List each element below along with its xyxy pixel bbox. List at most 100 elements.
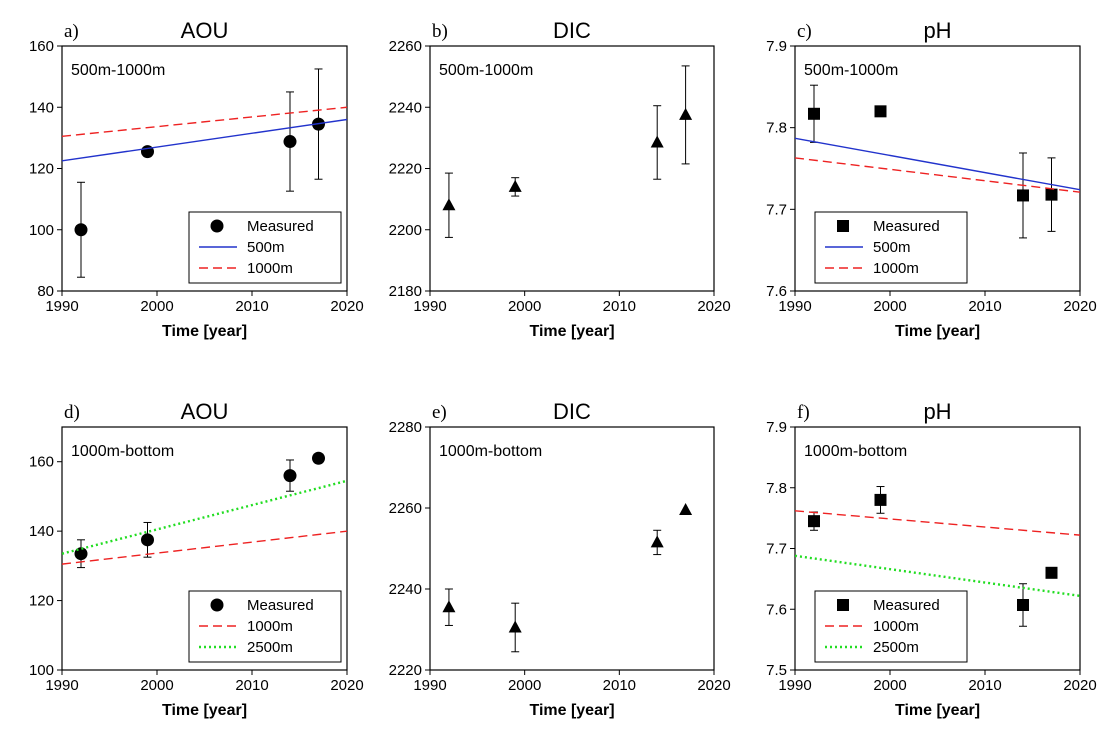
- panel-label: f): [797, 402, 810, 423]
- data-point: [283, 135, 297, 149]
- x-axis-label: Time [year]: [895, 702, 980, 719]
- data-point: [1045, 566, 1058, 579]
- legend-label: 500m: [873, 239, 911, 256]
- x-tick-label: 1990: [45, 677, 78, 694]
- panel-f: 1990 2000 2010 2020 7.5 7.6 7.7 7.8 7.9 f) pH 1000m…: [766, 399, 1097, 719]
- x-tick-label: 2020: [330, 298, 363, 315]
- y-tick-label: 120: [29, 593, 54, 610]
- y-tick-label: 7.5: [766, 662, 787, 679]
- x-tick-label: 2020: [1063, 298, 1096, 315]
- depth-annotation: 1000m-bottom: [439, 443, 542, 460]
- data-point: [442, 198, 456, 211]
- panel-b: 1990 2000 2010 2020 2180 2200 2220 2240 2260 b) DI…: [389, 18, 731, 340]
- x-axis-label: Time [year]: [529, 323, 614, 340]
- x-tick-label: 2010: [235, 298, 268, 315]
- panel-label: e): [432, 402, 447, 423]
- x-tick-label: 2000: [508, 298, 541, 315]
- panel-c: 1990 2000 2010 2020 7.6 7.7 7.8 7.9 c) pH 500m-100…: [766, 18, 1097, 340]
- y-tick-label: 160: [29, 454, 54, 471]
- x-axis-label: Time [year]: [162, 323, 247, 340]
- y-tick-label: 2260: [389, 38, 422, 55]
- trend-line-2500m: [795, 554, 1080, 598]
- x-tick-label: 1990: [778, 677, 811, 694]
- panel-a: 1990 2000 2010 2020 80 100 120 140 160 a) AOU 500m-…: [29, 18, 364, 340]
- y-tick-label: 7.9: [766, 38, 787, 55]
- data-point: [283, 469, 297, 483]
- legend-label: Measured: [873, 597, 940, 614]
- legend-label: Measured: [247, 597, 314, 614]
- legend: Measured 500m 1000m: [188, 211, 342, 284]
- data-point: [808, 515, 820, 528]
- y-tick-label: 2260: [389, 500, 422, 517]
- x-tick-label: 2020: [1063, 677, 1096, 694]
- y-tick-label: 2220: [389, 161, 422, 178]
- legend-label: 1000m: [247, 618, 293, 635]
- data-point: [1045, 188, 1058, 201]
- x-tick-label: 2000: [140, 677, 173, 694]
- x-tick-label: 1990: [413, 298, 446, 315]
- legend-marker-square: [837, 220, 849, 232]
- legend-label: 1000m: [873, 260, 919, 277]
- depth-annotation: 1000m-bottom: [804, 443, 907, 460]
- y-tick-label: 7.7: [766, 201, 787, 218]
- depth-annotation: 500m-1000m: [439, 62, 533, 79]
- data-point: [508, 620, 522, 633]
- data-point: [679, 107, 693, 120]
- legend-label: Measured: [873, 218, 940, 235]
- y-tick-label: 140: [29, 99, 54, 116]
- trend-line-1000m: [795, 510, 1080, 536]
- x-tick-label: 1990: [45, 298, 78, 315]
- legend-label: 1000m: [247, 260, 293, 277]
- legend-label: 500m: [247, 239, 285, 256]
- panel-title: pH: [923, 399, 951, 424]
- y-tick-label: 2280: [389, 419, 422, 436]
- y-tick-label: 7.7: [766, 541, 787, 558]
- x-tick-label: 2020: [697, 298, 730, 315]
- y-tick-label: 2240: [389, 99, 422, 116]
- y-tick-label: 120: [29, 161, 54, 178]
- panel-title: AOU: [181, 18, 229, 43]
- data-point: [650, 135, 664, 148]
- legend: Measured 1000m 2500m: [814, 590, 968, 663]
- trend-line-500m: [62, 118, 347, 162]
- y-tick-label: 160: [29, 38, 54, 55]
- x-axis-label: Time [year]: [529, 702, 614, 719]
- legend-label: 1000m: [873, 618, 919, 635]
- depth-annotation: 1000m-bottom: [71, 443, 174, 460]
- data-point: [141, 533, 154, 547]
- legend-label: 2500m: [873, 639, 919, 656]
- plot-frame: [794, 45, 1081, 292]
- x-tick-label: 2020: [330, 677, 363, 694]
- data-point: [874, 105, 887, 118]
- y-tick-label: 100: [29, 662, 54, 679]
- panel-label: a): [64, 21, 79, 42]
- data-point: [1017, 598, 1029, 611]
- x-tick-label: 2010: [968, 677, 1001, 694]
- plot-frame: [429, 426, 715, 671]
- panel-label: c): [797, 21, 812, 42]
- y-tick-label: 7.9: [766, 419, 787, 436]
- trend-line-1000m: [62, 530, 347, 565]
- panel-e: 1990 2000 2010 2020 2220 2240 2260 2280 e) DIC 100…: [389, 399, 731, 719]
- trend-line-2500m: [62, 479, 347, 555]
- panel-title: pH: [923, 18, 951, 43]
- legend-marker-circle: [210, 598, 224, 612]
- x-tick-label: 2020: [697, 677, 730, 694]
- trend-line-500m: [795, 137, 1080, 191]
- x-tick-label: 2000: [873, 677, 906, 694]
- x-axis-label: Time [year]: [895, 323, 980, 340]
- data-point: [808, 107, 820, 120]
- panel-title: DIC: [553, 18, 591, 43]
- x-tick-label: 2000: [140, 298, 173, 315]
- data-point: [874, 493, 887, 506]
- x-tick-label: 1990: [778, 298, 811, 315]
- legend-marker-square: [837, 599, 849, 611]
- legend: Measured 500m 1000m: [814, 211, 968, 284]
- trend-line-1000m: [62, 106, 347, 138]
- x-tick-label: 2000: [508, 677, 541, 694]
- depth-annotation: 500m-1000m: [71, 62, 165, 79]
- data-point: [508, 179, 522, 192]
- y-tick-label: 7.6: [766, 283, 787, 300]
- depth-annotation: 500m-1000m: [804, 62, 898, 79]
